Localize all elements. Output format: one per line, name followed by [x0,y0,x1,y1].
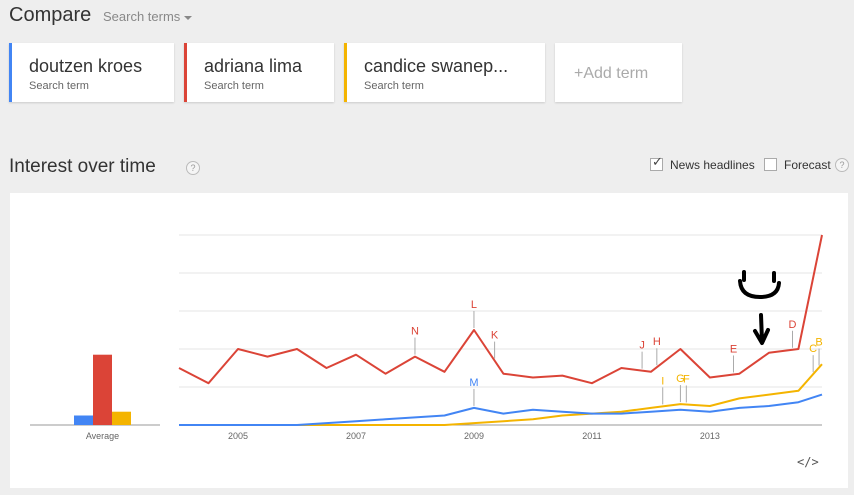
annotation-label: B [815,337,822,349]
smiley-mouth [738,279,781,300]
annotation-label: K [491,330,499,342]
annotation-label: C [809,343,817,355]
annotation-label: N [411,326,419,338]
annotation-label: J [639,340,645,352]
annotation-label: F [683,373,690,385]
term-card-candice-swanepoel[interactable]: candice swanep... Search term [344,43,545,102]
series-line-doutzen-kroes [179,393,823,426]
term-color-stripe [344,43,347,102]
annotation-label: L [471,299,477,311]
down-arrow [753,313,770,345]
search-terms-label: Search terms [103,9,181,24]
average-label: Average [86,431,119,441]
term-card-doutzen-kroes[interactable]: doutzen kroes Search term [9,43,174,102]
annotation-label: D [789,319,797,331]
x-tick-label: 2011 [582,431,601,441]
annotation-label: G [676,373,685,385]
term-type: Search term [204,80,264,92]
search-terms-dropdown[interactable]: Search terms [103,9,193,24]
annotation-label: E [730,343,737,355]
series-line-adriana-lima [178,234,823,385]
compare-title: Compare [9,4,92,26]
forecast-checkbox[interactable] [764,158,777,171]
series-line-candice-swanep- [179,363,823,426]
annotation-label: M [469,377,478,389]
term-type: Search term [364,80,424,92]
news-headlines-checkbox[interactable] [650,155,663,171]
term-color-stripe [9,43,12,102]
term-card-adriana-lima[interactable]: adriana lima Search term [184,43,334,102]
help-icon[interactable]: ? [186,161,200,175]
average-bar [74,415,93,425]
news-headlines-label: News headlines [670,158,755,172]
forecast-label: Forecast [784,158,831,172]
caret-down-icon [184,15,193,20]
add-term-button[interactable]: +Add term [555,43,682,102]
average-bar [112,411,131,425]
interest-chart[interactable]: Average 2005 2007 2009 2011 2013 N L K M J H I GF E DCB [10,193,848,488]
term-name: doutzen kroes [29,56,143,76]
term-name: adriana lima [204,56,303,76]
embed-icon[interactable]: </> [797,455,819,469]
x-tick-label: 2013 [700,431,720,441]
term-type: Search term [29,80,89,92]
annotation-label: I [661,375,664,387]
annotation-label: H [653,336,661,348]
interest-chart-panel: Average 2005 2007 2009 2011 2013 N L K M J H I G F E D C B… [10,193,848,488]
average-bar [93,354,112,425]
section-title: Interest over time [9,156,156,177]
term-color-stripe [184,43,187,102]
forecast-help-icon[interactable]: ? [835,158,849,172]
x-tick-label: 2005 [228,431,248,441]
x-tick-label: 2007 [346,431,366,441]
x-tick-label: 2009 [464,431,484,441]
term-name: candice swanep... [364,56,509,76]
